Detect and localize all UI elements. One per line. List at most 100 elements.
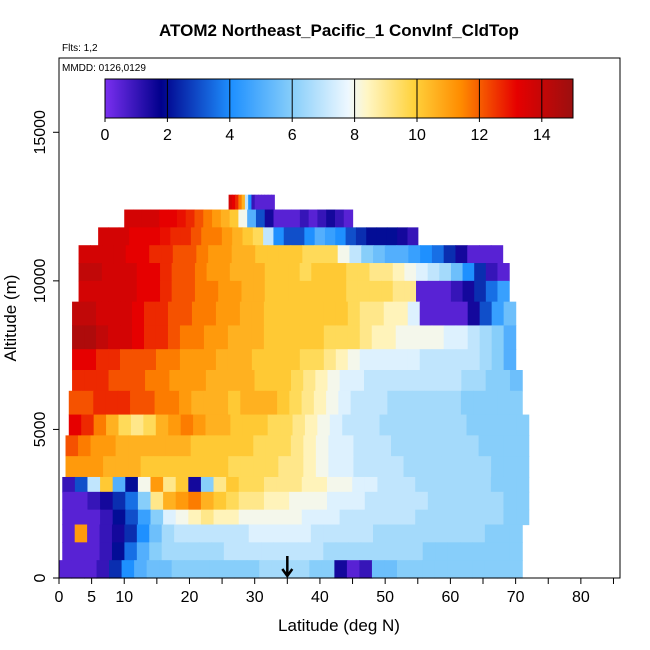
heatmap-cell — [371, 301, 385, 327]
heatmap-cell — [327, 370, 341, 392]
heatmap-cell — [478, 491, 492, 511]
heatmap-cell — [106, 414, 120, 436]
heatmap-cell — [125, 491, 139, 511]
heatmap-cell — [185, 209, 196, 228]
heatmap-cell — [291, 370, 304, 392]
heatmap-cell — [303, 456, 317, 478]
heatmap-cell — [339, 509, 353, 526]
heatmap-cell — [78, 456, 92, 478]
heatmap-cell — [242, 414, 256, 436]
heatmap-cell — [251, 476, 265, 493]
heatmap-cell — [283, 227, 295, 246]
heatmap-cell — [99, 524, 113, 543]
heatmap-cell — [171, 280, 184, 303]
heatmap-cell — [255, 209, 266, 228]
heatmap-cell — [427, 280, 440, 303]
heatmap-cell — [121, 560, 135, 579]
heatmap-cell — [278, 245, 292, 264]
heatmap-cell — [335, 227, 347, 246]
heatmap-cell — [431, 325, 445, 350]
heatmap-cell — [115, 435, 129, 457]
heatmap-cell — [317, 209, 327, 228]
heatmap-cell — [190, 227, 202, 246]
heatmap-cell — [381, 263, 394, 282]
heatmap-cell — [275, 301, 289, 327]
heatmap-cell — [179, 349, 193, 371]
heatmap-cell — [163, 509, 177, 526]
heatmap-cell — [304, 414, 318, 436]
heatmap-cell — [124, 524, 138, 543]
heatmap-cell — [170, 227, 182, 246]
heatmap-cell — [160, 263, 173, 282]
heatmap-cell — [359, 349, 373, 371]
heatmap-cell — [137, 476, 152, 493]
heatmap-cell — [171, 560, 185, 579]
heatmap-cell — [322, 263, 336, 282]
heatmap-cell — [299, 349, 313, 371]
heatmap-cell — [163, 476, 177, 493]
heatmap-cell — [497, 390, 511, 416]
heatmap-cell — [479, 349, 493, 371]
heatmap-cell — [203, 349, 217, 371]
heatmap-cell — [422, 542, 436, 561]
heatmap-cell — [65, 456, 79, 478]
heatmap-cell — [65, 435, 79, 457]
heatmap-cell — [299, 301, 313, 327]
heatmap-cell — [108, 301, 121, 327]
heatmap-cell — [227, 301, 241, 327]
heatmap-cell — [211, 524, 225, 543]
heatmap-cell — [392, 263, 405, 282]
heatmap-cell — [303, 370, 316, 392]
heatmap-cell — [193, 414, 207, 436]
heatmap-cell — [350, 390, 364, 416]
colorbar-tick-label: 2 — [163, 127, 172, 144]
heatmap-cell — [100, 476, 114, 493]
heatmap-cell — [329, 414, 343, 436]
heatmap-cell — [397, 524, 411, 543]
heatmap-cell — [96, 349, 109, 371]
heatmap-cell — [220, 209, 231, 228]
heatmap-cell — [205, 370, 219, 392]
heatmap-cell — [178, 456, 192, 478]
heatmap-cell — [472, 560, 486, 579]
heatmap-cell — [352, 491, 366, 511]
heatmap-cell — [364, 370, 377, 392]
heatmap-cell — [435, 542, 449, 561]
heatmap-cell — [365, 456, 380, 478]
heatmap-cell — [265, 435, 279, 457]
heatmap-cell — [251, 349, 265, 371]
heatmap-cell — [175, 509, 189, 526]
heatmap-cell — [361, 245, 374, 264]
heatmap-cell — [206, 263, 219, 282]
heatmap-cell — [343, 209, 354, 228]
heatmap-cell — [291, 209, 301, 228]
heatmap-cell — [102, 245, 115, 264]
heatmap-cell — [117, 390, 131, 416]
heatmap-cell — [314, 476, 328, 493]
heatmap-cell — [241, 194, 246, 211]
heatmap-cell — [386, 227, 398, 246]
heatmap-cell — [422, 524, 436, 543]
heatmap-cell — [142, 390, 156, 416]
heatmap-cell — [275, 349, 289, 371]
heatmap-cell — [403, 456, 417, 478]
heatmap-cell — [278, 370, 292, 392]
plot-frame — [58, 57, 621, 579]
heatmap-cell — [365, 435, 380, 457]
heatmap-cell — [314, 491, 328, 511]
heatmap-cell — [410, 542, 424, 561]
heatmap-cell — [241, 280, 254, 303]
heatmap-cell — [273, 209, 283, 228]
heatmap-cell — [150, 491, 164, 511]
heatmap-cell — [340, 456, 355, 478]
heatmap-cell — [160, 280, 173, 303]
heatmap-cell — [248, 194, 253, 211]
heatmap-cell — [96, 301, 109, 327]
heatmap-cell — [143, 414, 157, 436]
heatmap-cell — [399, 390, 413, 416]
heatmap-cell — [419, 349, 433, 371]
heatmap-cell — [403, 435, 417, 457]
heatmap-cell — [490, 509, 505, 526]
heatmap-cell — [168, 414, 182, 436]
heatmap-cell — [466, 456, 480, 478]
